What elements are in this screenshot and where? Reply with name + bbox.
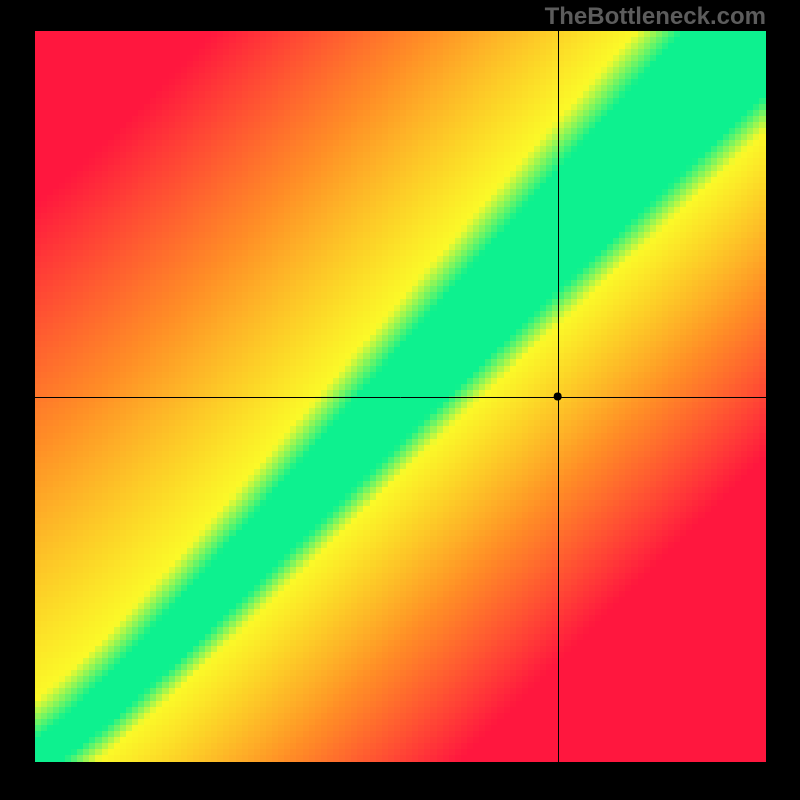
chart-container: { "canvas": { "width": 800, "height": 80… [0, 0, 800, 800]
watermark-text: TheBottleneck.com [545, 3, 766, 31]
bottleneck-heatmap [35, 31, 766, 762]
